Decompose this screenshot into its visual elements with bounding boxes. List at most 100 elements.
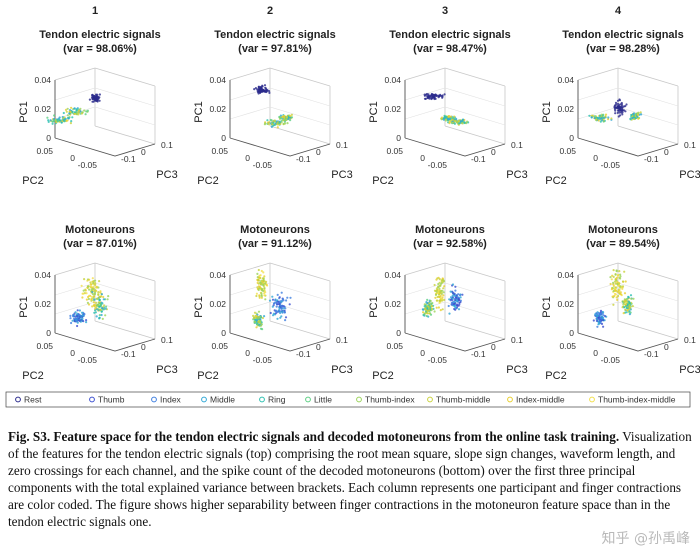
- pc3-tick: 0: [491, 342, 496, 352]
- scatter-point: [619, 114, 622, 117]
- scatter-point: [447, 304, 450, 308]
- scatter-point: [286, 122, 289, 125]
- scatter-point: [283, 116, 286, 119]
- scatter-point: [258, 316, 261, 319]
- scatter-point: [423, 313, 426, 316]
- scatter-point: [260, 269, 263, 273]
- scatter-point: [261, 280, 264, 283]
- scatter-point: [92, 285, 95, 288]
- scatter-point: [68, 116, 71, 119]
- scatter-point: [85, 321, 88, 324]
- panel-title: Tendon electric signals: [389, 29, 510, 41]
- scatter-point: [630, 113, 633, 117]
- scatter-point: [428, 312, 431, 315]
- scatter-point: [79, 314, 82, 317]
- scatter-point: [449, 115, 452, 118]
- scatter-point: [282, 305, 285, 308]
- pc3-axis-label: PC3: [506, 364, 527, 376]
- scatter-point: [594, 115, 597, 118]
- scatter-point: [437, 282, 440, 286]
- scatter-point: [612, 269, 615, 272]
- scatter-point: [424, 311, 427, 314]
- scatter-point: [74, 311, 77, 314]
- scatter-point: [91, 97, 94, 101]
- scatter-point: [429, 305, 432, 308]
- scatter-point: [281, 310, 284, 313]
- scatter-point: [438, 292, 441, 295]
- pc1-tick: 0: [569, 133, 574, 143]
- scatter-point: [261, 84, 264, 87]
- scatter-point: [449, 296, 453, 299]
- scatter-point: [451, 121, 454, 124]
- scatter-point: [430, 305, 433, 308]
- scatter-point: [599, 120, 602, 123]
- legend-marker: [507, 396, 513, 403]
- scatter-point: [440, 282, 443, 285]
- scatter-point: [86, 109, 89, 112]
- scatter-point: [88, 288, 91, 291]
- scatter-point: [456, 120, 459, 124]
- scatter-point: [455, 117, 458, 120]
- scatter-point: [427, 93, 430, 96]
- pc2-tick: 0: [420, 153, 425, 163]
- caption-body: Visualization of the features for the te…: [8, 429, 692, 529]
- pc1-tick: 0.02: [557, 299, 574, 309]
- scatter-point: [625, 306, 628, 310]
- figure-panel-grid: 1 2 3 4 Tendon electric signals (var = 98.06%…: [5, 5, 700, 408]
- scatter-point: [287, 118, 290, 121]
- scatter-point: [610, 117, 613, 120]
- pc1-axis-label: PC1: [18, 101, 30, 122]
- scatter-point: [105, 305, 108, 308]
- scatter-point: [635, 112, 638, 116]
- scatter-point: [73, 112, 76, 115]
- scatter-point: [97, 291, 100, 294]
- scatter-point: [70, 321, 73, 325]
- scatter-point: [268, 299, 272, 302]
- scatter-point: [269, 311, 272, 315]
- scatter-point: [431, 307, 434, 311]
- scatter-point: [439, 309, 442, 312]
- scatter-point: [252, 317, 255, 320]
- scatter-point: [466, 120, 469, 123]
- pc1-axis-label: PC1: [541, 296, 553, 317]
- scatter-point: [92, 295, 96, 298]
- pc3-axis-label: PC3: [156, 169, 177, 181]
- scatter-point: [619, 293, 623, 296]
- scatter-point: [637, 117, 640, 120]
- scatter-point: [620, 103, 624, 106]
- pc1-tick: 0.02: [34, 104, 51, 114]
- scatter-point: [596, 315, 599, 318]
- scatter-point: [449, 290, 452, 293]
- scatter-point: [59, 119, 62, 122]
- scatter-point: [84, 113, 87, 116]
- scatter-point: [264, 291, 267, 294]
- scatter-point: [101, 317, 104, 320]
- scatter-point: [99, 291, 102, 294]
- pc2-tick: 0: [420, 348, 425, 358]
- scatter-point: [614, 287, 617, 290]
- scatter-point: [425, 306, 428, 309]
- scatter-point: [621, 113, 624, 116]
- scatter-point: [85, 319, 88, 322]
- scatter-point: [85, 292, 88, 295]
- scatter-point: [65, 110, 68, 113]
- scatter-point: [614, 273, 617, 276]
- scatter-point: [624, 280, 627, 283]
- scatter-point: [259, 281, 262, 284]
- scatter-point: [93, 292, 96, 295]
- scatter-point: [268, 91, 271, 94]
- scatter-point: [597, 119, 600, 122]
- scatter-point: [450, 117, 453, 120]
- plot-gridline: [54, 301, 156, 321]
- scatter-point: [273, 302, 276, 305]
- pc2-tick: 0: [593, 153, 598, 163]
- scatter-point: [274, 310, 277, 313]
- scatter-point: [626, 303, 629, 306]
- scatter-point: [595, 319, 599, 322]
- plot-gridline: [54, 87, 156, 107]
- scatter-point: [457, 304, 460, 307]
- pc1-tick: 0.04: [209, 270, 226, 280]
- scatter-point: [257, 282, 260, 285]
- scatter-point: [99, 303, 102, 306]
- scatter-point: [598, 319, 602, 322]
